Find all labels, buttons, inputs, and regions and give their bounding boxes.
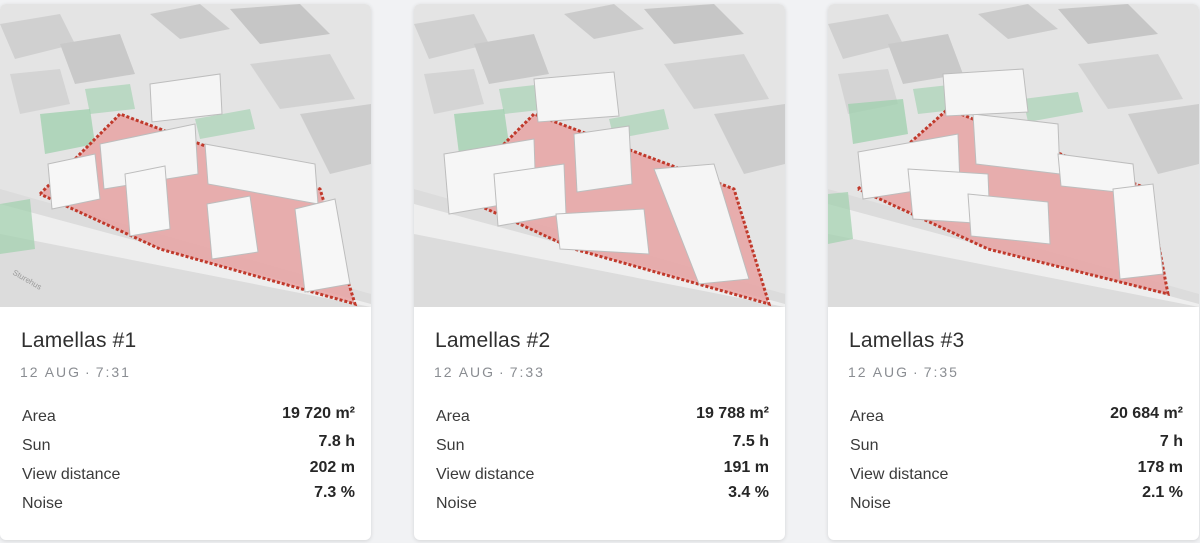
metric-value-area: 20 684 m² <box>1110 405 1183 422</box>
card-timestamp: 12 AUG · 7:33 <box>434 364 545 380</box>
metric-label-sun: Sun <box>22 437 51 454</box>
card-time: 7:31 <box>95 364 131 380</box>
metric-label-noise: Noise <box>22 495 63 512</box>
metric-value-sun: 7 h <box>1159 433 1183 450</box>
metric-label-sun: Sun <box>436 437 465 454</box>
card-date: 12 AUG <box>434 364 496 380</box>
card-title: Lamellas #3 <box>849 329 965 352</box>
metric-value-noise: 3.4 % <box>728 484 769 501</box>
proposal-card-3[interactable]: Lamellas #3 12 AUG · 7:35 Area 20 684 m² S… <box>828 4 1199 540</box>
metric-label-sun: Sun <box>850 437 879 454</box>
metric-value-sun: 7.8 h <box>318 433 355 450</box>
metric-value-noise: 2.1 % <box>1142 484 1183 501</box>
metric-label-view-distance: View distance <box>436 466 535 483</box>
card-date: 12 AUG <box>848 364 910 380</box>
proposal-card-1[interactable]: Sturehus Lamellas #1 12 AUG · 7:31 Area 19… <box>0 4 371 540</box>
site-3d-preview-2[interactable] <box>414 4 785 307</box>
metric-value-sun: 7.5 h <box>732 433 769 450</box>
card-date: 12 AUG <box>20 364 82 380</box>
metric-label-noise: Noise <box>850 495 891 512</box>
metric-label-view-distance: View distance <box>850 466 949 483</box>
site-3d-preview-3[interactable] <box>828 4 1199 307</box>
metric-label-noise: Noise <box>436 495 477 512</box>
card-timestamp: 12 AUG · 7:35 <box>848 364 959 380</box>
metric-label-area: Area <box>436 408 470 425</box>
metric-value-view-distance: 202 m <box>309 459 355 476</box>
site-3d-preview-1[interactable]: Sturehus <box>0 4 371 307</box>
metric-value-view-distance: 178 m <box>1137 459 1183 476</box>
metric-label-view-distance: View distance <box>22 466 121 483</box>
metric-label-area: Area <box>22 408 56 425</box>
card-title: Lamellas #1 <box>21 329 137 352</box>
card-timestamp: 12 AUG · 7:31 <box>20 364 131 380</box>
card-time: 7:35 <box>923 364 959 380</box>
metric-value-area: 19 788 m² <box>696 405 769 422</box>
metric-label-area: Area <box>850 408 884 425</box>
metric-value-noise: 7.3 % <box>314 484 355 501</box>
card-time: 7:33 <box>509 364 545 380</box>
proposal-card-2[interactable]: Lamellas #2 12 AUG · 7:33 Area 19 788 m² S… <box>414 4 785 540</box>
metric-value-view-distance: 191 m <box>723 459 769 476</box>
metric-value-area: 19 720 m² <box>282 405 355 422</box>
card-title: Lamellas #2 <box>435 329 551 352</box>
